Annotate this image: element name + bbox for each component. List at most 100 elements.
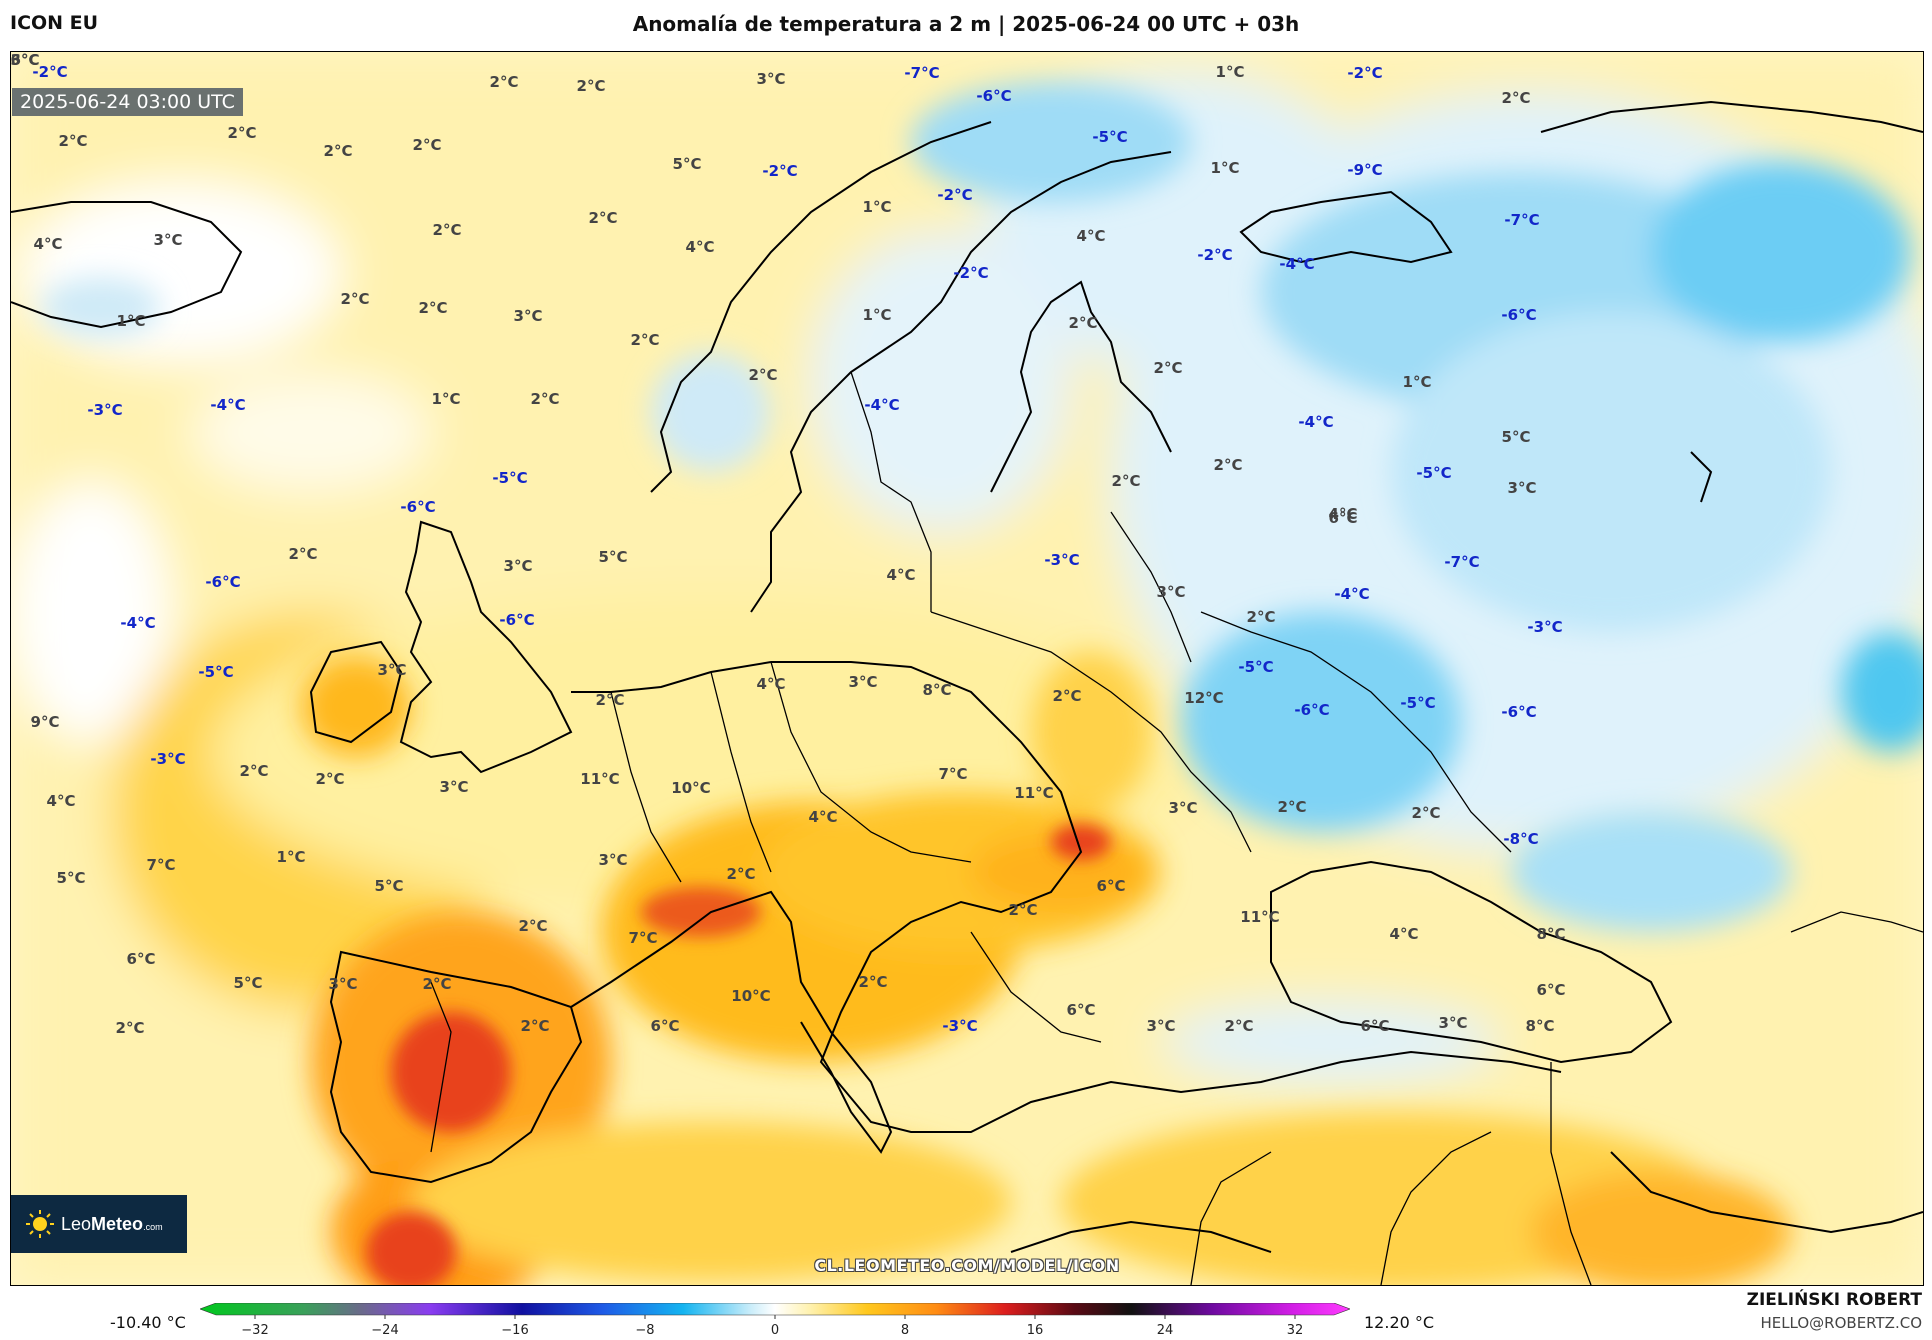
temperature-label: 2°C [418, 299, 448, 317]
temperature-label: 12°C [1184, 689, 1224, 707]
temperature-label: 2°C [239, 762, 269, 780]
temperature-label: -5°C [1238, 658, 1274, 676]
temperature-label: 3°C [439, 778, 469, 796]
temperature-label: 1°C [116, 312, 146, 330]
temperature-label: -2°C [937, 186, 973, 204]
temperature-label: 4°C [886, 566, 916, 584]
colorbar-ticks: −32 −24 −16 −8 0 8 16 24 32 [241, 1315, 1303, 1338]
temperature-label: -7°C [1504, 211, 1540, 229]
temperature-label: 6°C [650, 1017, 680, 1035]
temperature-label: 4°C [46, 792, 76, 810]
temperature-label: 2°C [422, 975, 452, 993]
temperature-label: -7°C [1444, 553, 1480, 571]
colorbar-tick-label: 32 [1287, 1323, 1304, 1338]
temperature-label: 9°C [30, 713, 60, 731]
temperature-label: -2°C [32, 63, 68, 81]
temperature-label: 2°C [412, 136, 442, 154]
temperature-label: 2°C [227, 124, 257, 142]
temperature-label: 7°C [938, 765, 968, 783]
map-panel: 2025-06-24 03:00 UTC -2°C 2°C 2°C 3°C -7°C -6… [10, 51, 1924, 1286]
temperature-label: 3°C [153, 231, 183, 249]
temperature-label: 1°C [1215, 63, 1245, 81]
temperature-label: 2°C [1277, 798, 1307, 816]
temperature-label: 3°C [1507, 479, 1537, 497]
colorbar: −32 −24 −16 −8 0 8 16 24 32 [200, 1303, 1350, 1338]
temperature-label: -6°C [1294, 701, 1330, 719]
leometeo-logo: LeoMeteo.com [11, 1195, 187, 1253]
temperature-label: 3°C [513, 307, 543, 325]
temperature-label: 1°C [1402, 373, 1432, 391]
temperature-label: -6°C [205, 573, 241, 591]
temperature-label: 2°C [1153, 359, 1183, 377]
temperature-label: 5°C [56, 869, 86, 887]
temperature-label: 1°C [276, 848, 306, 866]
temperature-label: 3°C [10, 51, 40, 69]
temperature-label: 2°C [1246, 608, 1276, 626]
temperature-label: -3°C [1044, 551, 1080, 569]
temperature-label: 3°C [377, 661, 407, 679]
temperature-label: 4°C [33, 235, 63, 253]
temperature-label: 2°C [340, 290, 370, 308]
temperature-label: 4°C [685, 238, 715, 256]
temperature-label: 2°C [748, 366, 778, 384]
temperature-label: 3°C [503, 557, 533, 575]
colorbar-min-label: -10.40 °C [110, 1313, 186, 1332]
temperature-label: 2°C [588, 209, 618, 227]
sun-icon [26, 1210, 54, 1238]
coastlines [11, 100, 1923, 1253]
temperature-label: -5°C [1416, 464, 1452, 482]
temperature-label: -6°C [1501, 306, 1537, 324]
temperature-label: 6°C [1536, 981, 1566, 999]
temperature-label: 2°C [489, 73, 519, 91]
temperature-label: 5°C [374, 877, 404, 895]
temperature-label: 4°C [756, 675, 786, 693]
temperature-label: 5°C [1501, 428, 1531, 446]
temperature-label: 6°C [1360, 1017, 1390, 1035]
temperature-label: 3°C [1438, 1014, 1468, 1032]
model-name: ICON EU [10, 12, 99, 34]
temperature-label: 7°C [146, 856, 176, 874]
temperature-label: -5°C [198, 663, 234, 681]
temperature-label: 8°C [1525, 1017, 1555, 1035]
temperature-label: 3°C [598, 851, 628, 869]
temperature-label: 2°C [530, 390, 560, 408]
temperature-label: 10°C [731, 987, 771, 1005]
temperature-label: 2°C [1501, 89, 1531, 107]
temperature-label: -4°C [120, 614, 156, 632]
temperature-label: -2°C [762, 162, 798, 180]
temperature-label: 4°C [1328, 505, 1358, 523]
temperature-label: -2°C [1347, 64, 1383, 82]
temperature-label: 2°C [432, 221, 462, 239]
temperature-label: 10°C [671, 779, 711, 797]
temperature-label: 2°C [1068, 314, 1098, 332]
temperature-label: -5°C [1092, 128, 1128, 146]
colorbar-tick-label: 24 [1157, 1323, 1174, 1338]
temperature-label: 7°C [628, 929, 658, 947]
temperature-label: -6°C [400, 498, 436, 516]
temperature-label: 2°C [323, 142, 353, 160]
temperature-label: 2°C [315, 770, 345, 788]
temperature-label: 2°C [1411, 804, 1441, 822]
temperature-label: 2°C [518, 917, 548, 935]
temperature-label: -9°C [1347, 161, 1383, 179]
temperature-label: 2°C [1224, 1017, 1254, 1035]
colorbar-tick-label: −16 [501, 1323, 528, 1338]
temperature-label: -2°C [1197, 246, 1233, 264]
temperature-label: 2°C [630, 331, 660, 349]
temperature-label: 11°C [580, 770, 620, 788]
temperature-label: 2°C [1052, 687, 1082, 705]
colorbar-ramp [200, 1303, 1350, 1316]
temperature-label: 4°C [1389, 925, 1419, 943]
temperature-label: 1°C [862, 306, 892, 324]
country-borders [430, 371, 1923, 1285]
temperature-label: -3°C [1527, 618, 1563, 636]
temperature-label: 3°C [1146, 1017, 1176, 1035]
temperature-label: 2°C [726, 865, 756, 883]
temperature-label: -7°C [904, 64, 940, 82]
temperature-label: 6°C [126, 950, 156, 968]
colorbar-tick-label: 0 [771, 1323, 779, 1338]
temperature-label: -5°C [492, 469, 528, 487]
anomaly-field-detail [41, 82, 1923, 1285]
valid-time-label: 2025-06-24 03:00 UTC [12, 88, 243, 116]
temperature-label: 1°C [1210, 159, 1240, 177]
